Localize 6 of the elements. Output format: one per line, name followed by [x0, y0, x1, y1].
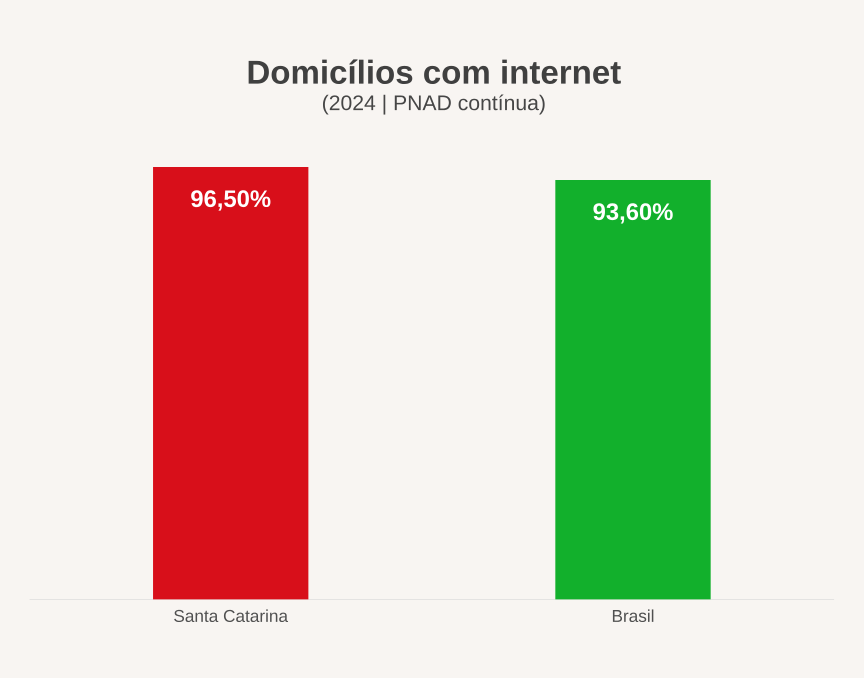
chart-title: Domicílios com internet	[248, 59, 621, 84]
data-label: 96,50%	[191, 190, 270, 211]
chart-subtitle: (2024 | PNAD contínua)	[323, 94, 545, 115]
data-label: 93,60%	[593, 203, 673, 224]
x-tick-label: Brasil	[612, 609, 654, 622]
x-tick-label: Santa Catarina	[174, 609, 288, 622]
